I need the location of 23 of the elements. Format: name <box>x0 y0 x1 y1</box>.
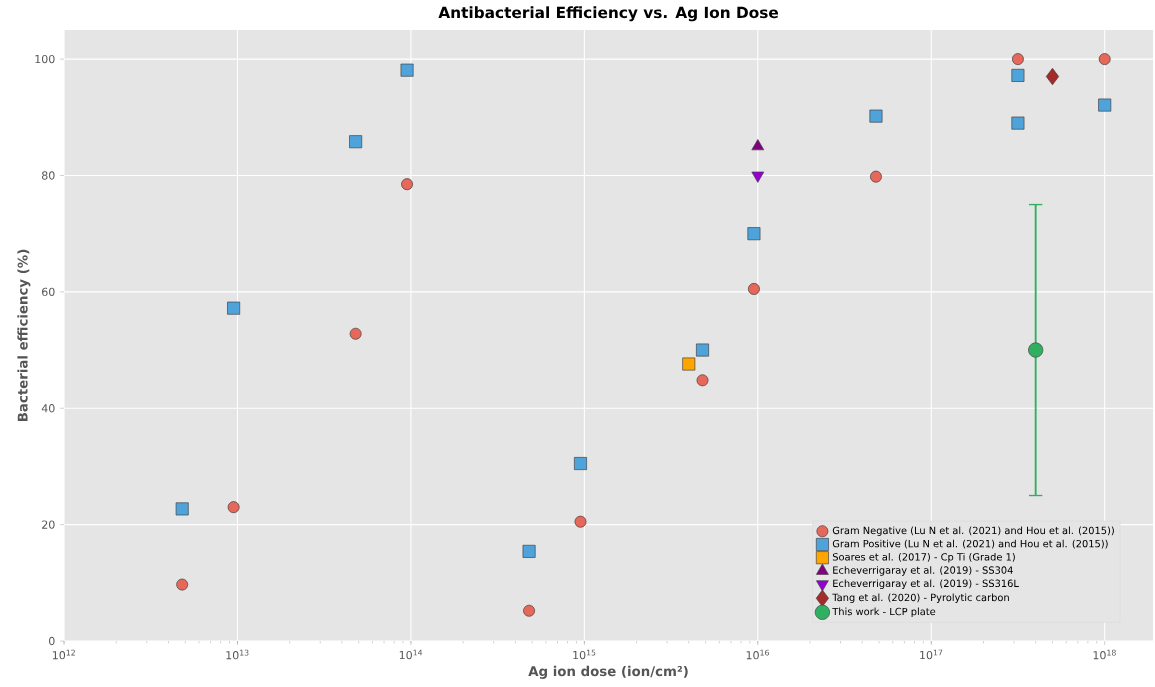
y-tick-label: 60 <box>42 287 55 297</box>
legend-label: This work - LCP plate <box>832 607 936 618</box>
x-tick-label: 10$^{12}$ <box>52 649 75 660</box>
legend-label: Gram Negative (Lu N et al. (2021) and Hou et al. (2015)) <box>832 526 1114 537</box>
x-tick-label: 10$^{18}$ <box>1093 649 1116 660</box>
x-tick-label: 10$^{16}$ <box>746 649 769 660</box>
y-tick-label: 0 <box>49 636 55 646</box>
chart-title: Antibacterial Efficiency vs. Ag Ion Dose <box>438 6 779 22</box>
x-tick-label: 10$^{14}$ <box>399 649 423 660</box>
x-tick-label: 10$^{15}$ <box>573 649 596 660</box>
x-tick-label: 10$^{13}$ <box>226 649 249 660</box>
legend-label: Soares et al. (2017) - Cp Ti (Grade 1) <box>832 552 1015 563</box>
x-axis-title: Ag ion dose (ion/cm²) <box>528 665 688 679</box>
legend-label: Tang et al. (2020) - Pyrolytic carbon <box>832 593 1009 604</box>
legend-label: Echeverrigaray et al. (2019) - SS304 <box>833 566 1013 576</box>
y-tick-label: 80 <box>41 171 55 180</box>
legend-label: Gram Positive (Lu N et al. (2021) and Hou et al. (2015)) <box>832 539 1108 549</box>
x-tick-label: 10$^{17}$ <box>920 649 943 660</box>
y-tick-label: 40 <box>41 404 55 413</box>
legend-label: Echeverrigaray et al. (2019) - SS316L <box>833 579 1019 589</box>
y-tick-label: 100 <box>35 54 55 64</box>
y-axis-title: Bacterial efficiency (%) <box>17 249 31 422</box>
y-tick-label: 20 <box>42 520 55 529</box>
